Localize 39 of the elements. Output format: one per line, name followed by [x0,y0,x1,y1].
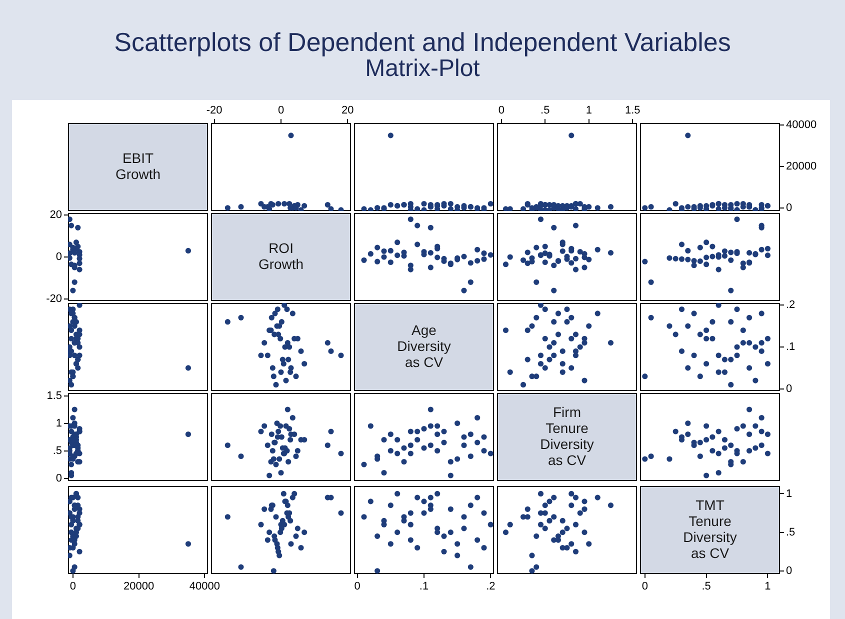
x-tick-label: 0 [354,580,360,593]
y-tick-label: .2 [786,299,796,312]
y-tick-label: 1 [786,488,792,500]
text: Matrix-Plot [365,55,480,82]
x-tick-label: -20 [206,104,222,116]
x-tick-label: .1 [419,580,429,593]
y-tick-label: 1 [56,417,62,430]
y-tick-label: 20 [50,209,62,222]
y-tick-label: .1 [786,341,796,354]
x-tick-label: 0 [70,580,76,593]
text: EBIT Growth [115,150,161,182]
y-tick-label: 0 [786,382,792,395]
y-tick-label: 0 [786,564,792,577]
text: Scatterplots of Dependent and Independent Variables [113,27,732,57]
y-tick-label: .5 [786,526,796,538]
y-tick-label: 1.5 [46,390,62,402]
x-tick-label: 0 [498,104,504,116]
x-tick-label: 1.5 [624,104,640,116]
x-tick-label: 1 [586,104,592,116]
x-tick-label: 40000 [189,580,220,593]
y-tick-label: 0 [56,251,62,264]
y-tick-label: 0 [786,202,792,214]
y-tick-label: 40000 [786,119,817,132]
x-tick-label: 20 [342,104,354,116]
x-tick-label: 0 [278,104,284,116]
x-tick-label: .2 [486,580,496,593]
text: ROI Growth [258,240,304,272]
text: Firm Tenure Diversity as CV [540,404,594,468]
x-tick-label: .5 [540,104,550,116]
x-tick-label: 0 [642,580,648,593]
x-tick-label: 1 [764,580,771,593]
y-tick-label: -20 [46,292,62,305]
y-tick-label: 20000 [786,160,817,173]
y-tick-label: .5 [52,444,62,457]
text: Age Diversity as CV [397,322,451,370]
x-tick-label: .5 [702,580,711,593]
x-tick-label: 20000 [124,580,154,593]
y-tick-label: 0 [56,472,62,484]
text: TMT Tenure Diversity as CV [683,496,737,561]
